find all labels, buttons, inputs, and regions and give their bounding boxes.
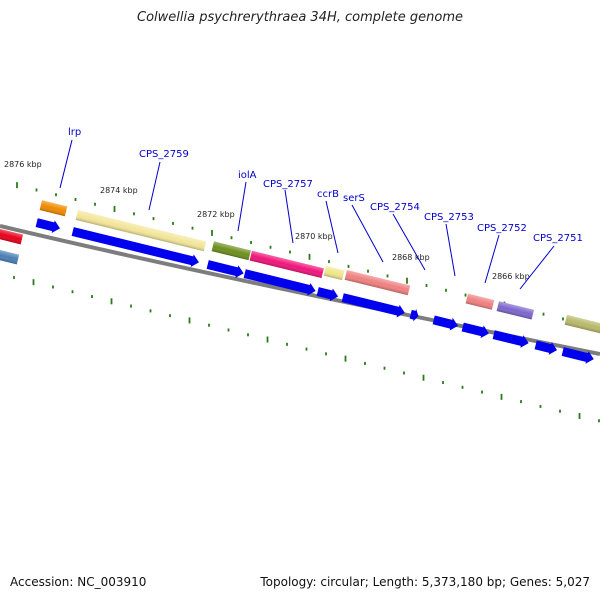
gene-arrow xyxy=(534,340,558,355)
gene-feature-bar xyxy=(344,270,411,296)
gene-feature-bar xyxy=(249,250,324,279)
gene-label-pointer xyxy=(325,200,339,254)
feature-shade xyxy=(249,250,324,279)
feature-track xyxy=(0,200,600,335)
gene-label: serS xyxy=(343,193,365,204)
map-title: Colwellia psychrerythraea 34H, complete … xyxy=(137,10,463,25)
gene-label: ccrB xyxy=(317,189,339,200)
gene-arrow-shape xyxy=(409,308,419,322)
gene-arrow xyxy=(243,269,316,296)
gene-arrow-shape xyxy=(206,260,244,278)
gene-arrow-shape xyxy=(561,347,594,364)
gene-arrow-shape xyxy=(35,218,61,234)
feature-shade xyxy=(344,270,411,296)
gene-arrow xyxy=(409,308,419,322)
gene-feature-bar xyxy=(39,200,68,217)
gene-feature-bar xyxy=(465,293,495,310)
gene-arrow xyxy=(341,293,405,318)
gene-arrow-shape xyxy=(534,340,558,355)
feature-shade xyxy=(211,241,251,261)
inner-tick-track xyxy=(13,275,600,423)
gene-arrow xyxy=(71,227,199,268)
gene-label-pointer xyxy=(148,161,161,211)
gene-label-pointer xyxy=(445,223,456,277)
feature-shade xyxy=(0,226,24,245)
gene-feature-bar xyxy=(0,226,24,245)
gene-arrow-track xyxy=(35,218,594,364)
position-labels: 2876 kbp 2874 kbp 2872 kbp 2870 kbp 2868 kbp… xyxy=(4,160,530,281)
gene-feature-bar xyxy=(75,210,207,252)
gene-label: CPS_2757 xyxy=(263,179,313,190)
gene-feature-bar xyxy=(323,265,345,281)
gene-feature-bar xyxy=(496,301,534,320)
gene-label: CPS_2752 xyxy=(477,223,527,234)
gene-feature-bar xyxy=(564,314,600,335)
position-label: 2876 kbp xyxy=(4,160,42,169)
gene-arrow-shape xyxy=(316,287,339,302)
feature-shade xyxy=(75,210,207,252)
gene-label: CPS_2753 xyxy=(424,212,474,223)
gene-arrow-shape xyxy=(492,330,529,348)
gene-arrow-shape xyxy=(243,269,316,296)
position-label: 2874 kbp xyxy=(100,186,138,195)
position-label: 2866 kbp xyxy=(492,272,530,281)
position-label: 2868 kbp xyxy=(392,253,430,262)
gene-arrow-shape xyxy=(432,315,458,331)
gene-label-pointer xyxy=(519,245,555,290)
gene-arrow xyxy=(316,287,339,302)
genome-summary-text: Topology: circular; Length: 5,373,180 bp… xyxy=(260,575,590,589)
position-label: 2870 kbp xyxy=(295,232,333,241)
gene-arrow xyxy=(206,260,244,278)
feature-shade xyxy=(465,293,495,310)
gene-label: CPS_2759 xyxy=(139,149,189,160)
gene-label: CPS_2751 xyxy=(533,233,583,244)
gene-label: iolA xyxy=(238,170,257,181)
gene-arrow xyxy=(492,330,529,348)
feature-shade xyxy=(39,200,68,217)
gene-arrow xyxy=(561,347,594,364)
gene-label-pointer xyxy=(351,204,384,263)
feature-shade xyxy=(323,265,345,281)
gene-arrow xyxy=(432,315,458,331)
gene-arrow-shape xyxy=(341,293,405,318)
gene-label-pointer xyxy=(237,181,247,232)
gene-label-pointer xyxy=(284,189,294,244)
feature-shade xyxy=(496,301,534,320)
gene-arrow-shape xyxy=(461,322,489,339)
gene-feature-bar xyxy=(0,247,20,265)
gene-arrow xyxy=(461,322,489,339)
accession-text: Accession: NC_003910 xyxy=(10,575,147,589)
position-label: 2872 kbp xyxy=(197,210,235,219)
gene-arrow xyxy=(35,218,61,234)
gene-label: CPS_2754 xyxy=(370,202,420,213)
feature-shade xyxy=(0,247,20,265)
gene-label-pointer xyxy=(59,139,73,189)
feature-shade xyxy=(564,314,600,335)
gene-labels: lrp CPS_2759 iolA CPS_2757 ccrB serS CPS_2754 C… xyxy=(59,127,583,290)
gene-label-pointer xyxy=(392,213,426,271)
gene-label-pointer xyxy=(484,234,500,284)
gene-feature-bar xyxy=(211,241,251,261)
outer-tick-track xyxy=(16,182,584,326)
gene-arrow-shape xyxy=(71,227,199,268)
gene-label: lrp xyxy=(68,127,81,138)
